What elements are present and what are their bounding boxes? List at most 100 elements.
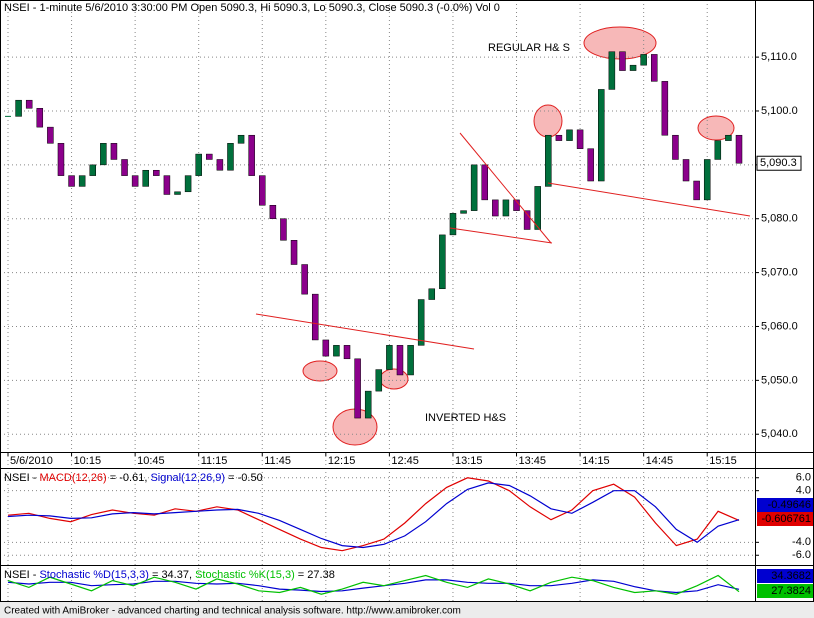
title-part: , [144, 472, 150, 484]
trend-lines [255, 132, 751, 350]
candle [290, 240, 298, 265]
candle [322, 339, 330, 357]
ellipse [697, 115, 735, 141]
candle [195, 153, 202, 176]
candle [470, 164, 478, 211]
title-part: 27.38 [307, 569, 335, 581]
chart-title: NSEI - 1-minute 5/6/2010 3:30:00 PM Open… [4, 2, 500, 14]
title-part: NSEI - [4, 472, 39, 484]
value-box-label: -0.606761 [761, 513, 811, 525]
candle [672, 134, 679, 160]
candle [311, 293, 319, 341]
candle [78, 175, 86, 187]
title-part: Stochastic %K(15,3) [195, 569, 295, 581]
candle [153, 169, 160, 176]
candle [608, 51, 616, 90]
title-part: , [189, 569, 195, 581]
candle [280, 218, 287, 241]
x-tick-label: 13:15 [455, 455, 483, 467]
candle [629, 64, 637, 71]
candle [15, 99, 22, 117]
candle [227, 143, 234, 171]
trend-line [449, 227, 553, 244]
title-part: NSEI - [4, 569, 39, 581]
footer-bar [0, 602, 814, 618]
y-tick-label: 5,110.0 [761, 51, 797, 63]
title-part: MACD(12,26) [39, 472, 106, 484]
y-tick-label: 4.0 [796, 485, 811, 497]
value-box [757, 569, 813, 583]
value-box [757, 512, 813, 526]
y-tick-label: 5,060.0 [761, 320, 798, 332]
candle [301, 264, 308, 295]
title-part: = [295, 569, 308, 581]
candle [216, 159, 224, 171]
y-tick-label: -4.0 [792, 536, 811, 548]
candle [142, 169, 149, 187]
candle [735, 134, 743, 164]
candle [25, 99, 33, 109]
candle [110, 143, 118, 160]
x-tick-label: 11:45 [264, 455, 291, 467]
title-part: = [149, 569, 162, 581]
y-tick-label: 5,080.0 [761, 213, 798, 225]
ellipse [533, 104, 563, 138]
candle [481, 164, 488, 201]
value-box [757, 498, 813, 512]
candle [428, 288, 436, 300]
candle [396, 345, 404, 376]
candle [650, 54, 658, 82]
candle [492, 199, 499, 217]
candle [534, 186, 541, 230]
candle [523, 210, 531, 230]
x-tick-label: 14:45 [646, 455, 674, 467]
candle [333, 345, 340, 357]
candle [237, 134, 245, 144]
last-price-label: 5,090.3 [760, 157, 797, 169]
candle [248, 134, 255, 176]
annotation-text: REGULAR H& S [488, 42, 570, 54]
candle [131, 175, 139, 187]
candle [407, 345, 414, 376]
trend-line [459, 132, 552, 244]
title-part: = [107, 472, 120, 484]
candle [89, 164, 97, 176]
candle [598, 89, 605, 182]
ellipse [379, 368, 409, 390]
y-tick-label: 5,100.0 [761, 105, 798, 117]
x-tick-label: 12:45 [391, 455, 419, 467]
candle [259, 175, 266, 206]
candle [354, 358, 361, 419]
x-tick-label: 11:15 [201, 455, 228, 467]
value-box-label: -0.49646 [768, 499, 811, 511]
candle [68, 175, 75, 187]
value-box [757, 584, 813, 598]
y-tick-label: 5,050.0 [761, 374, 798, 386]
candle [121, 159, 128, 176]
x-tick-label: 12:15 [328, 455, 356, 467]
title-part: Stochastic %D(15,3,3) [39, 569, 148, 581]
candle [364, 390, 372, 419]
candle [36, 108, 44, 128]
candle [587, 148, 594, 182]
candle [100, 143, 107, 166]
candle [206, 153, 213, 160]
candle [5, 115, 11, 117]
candle [725, 134, 732, 141]
pane-title: NSEI - Stochastic %D(15,3,3) = 34.37, St… [4, 569, 335, 581]
candle [343, 345, 351, 360]
candle [184, 175, 192, 193]
series-line [7, 574, 740, 595]
candle [545, 134, 552, 187]
value-box-label: 34.3682 [771, 570, 811, 582]
x-tick-label: 5/6/2010 [10, 455, 53, 467]
candle [661, 81, 669, 136]
y-tick-label: 5,040.0 [761, 428, 798, 440]
annotation-text: INVERTED H&S [425, 412, 506, 424]
candle [576, 129, 584, 149]
candle [693, 180, 700, 201]
y-tick-label: 6.0 [796, 472, 811, 484]
title-part: -0.50 [238, 472, 263, 484]
series-line [7, 579, 740, 594]
